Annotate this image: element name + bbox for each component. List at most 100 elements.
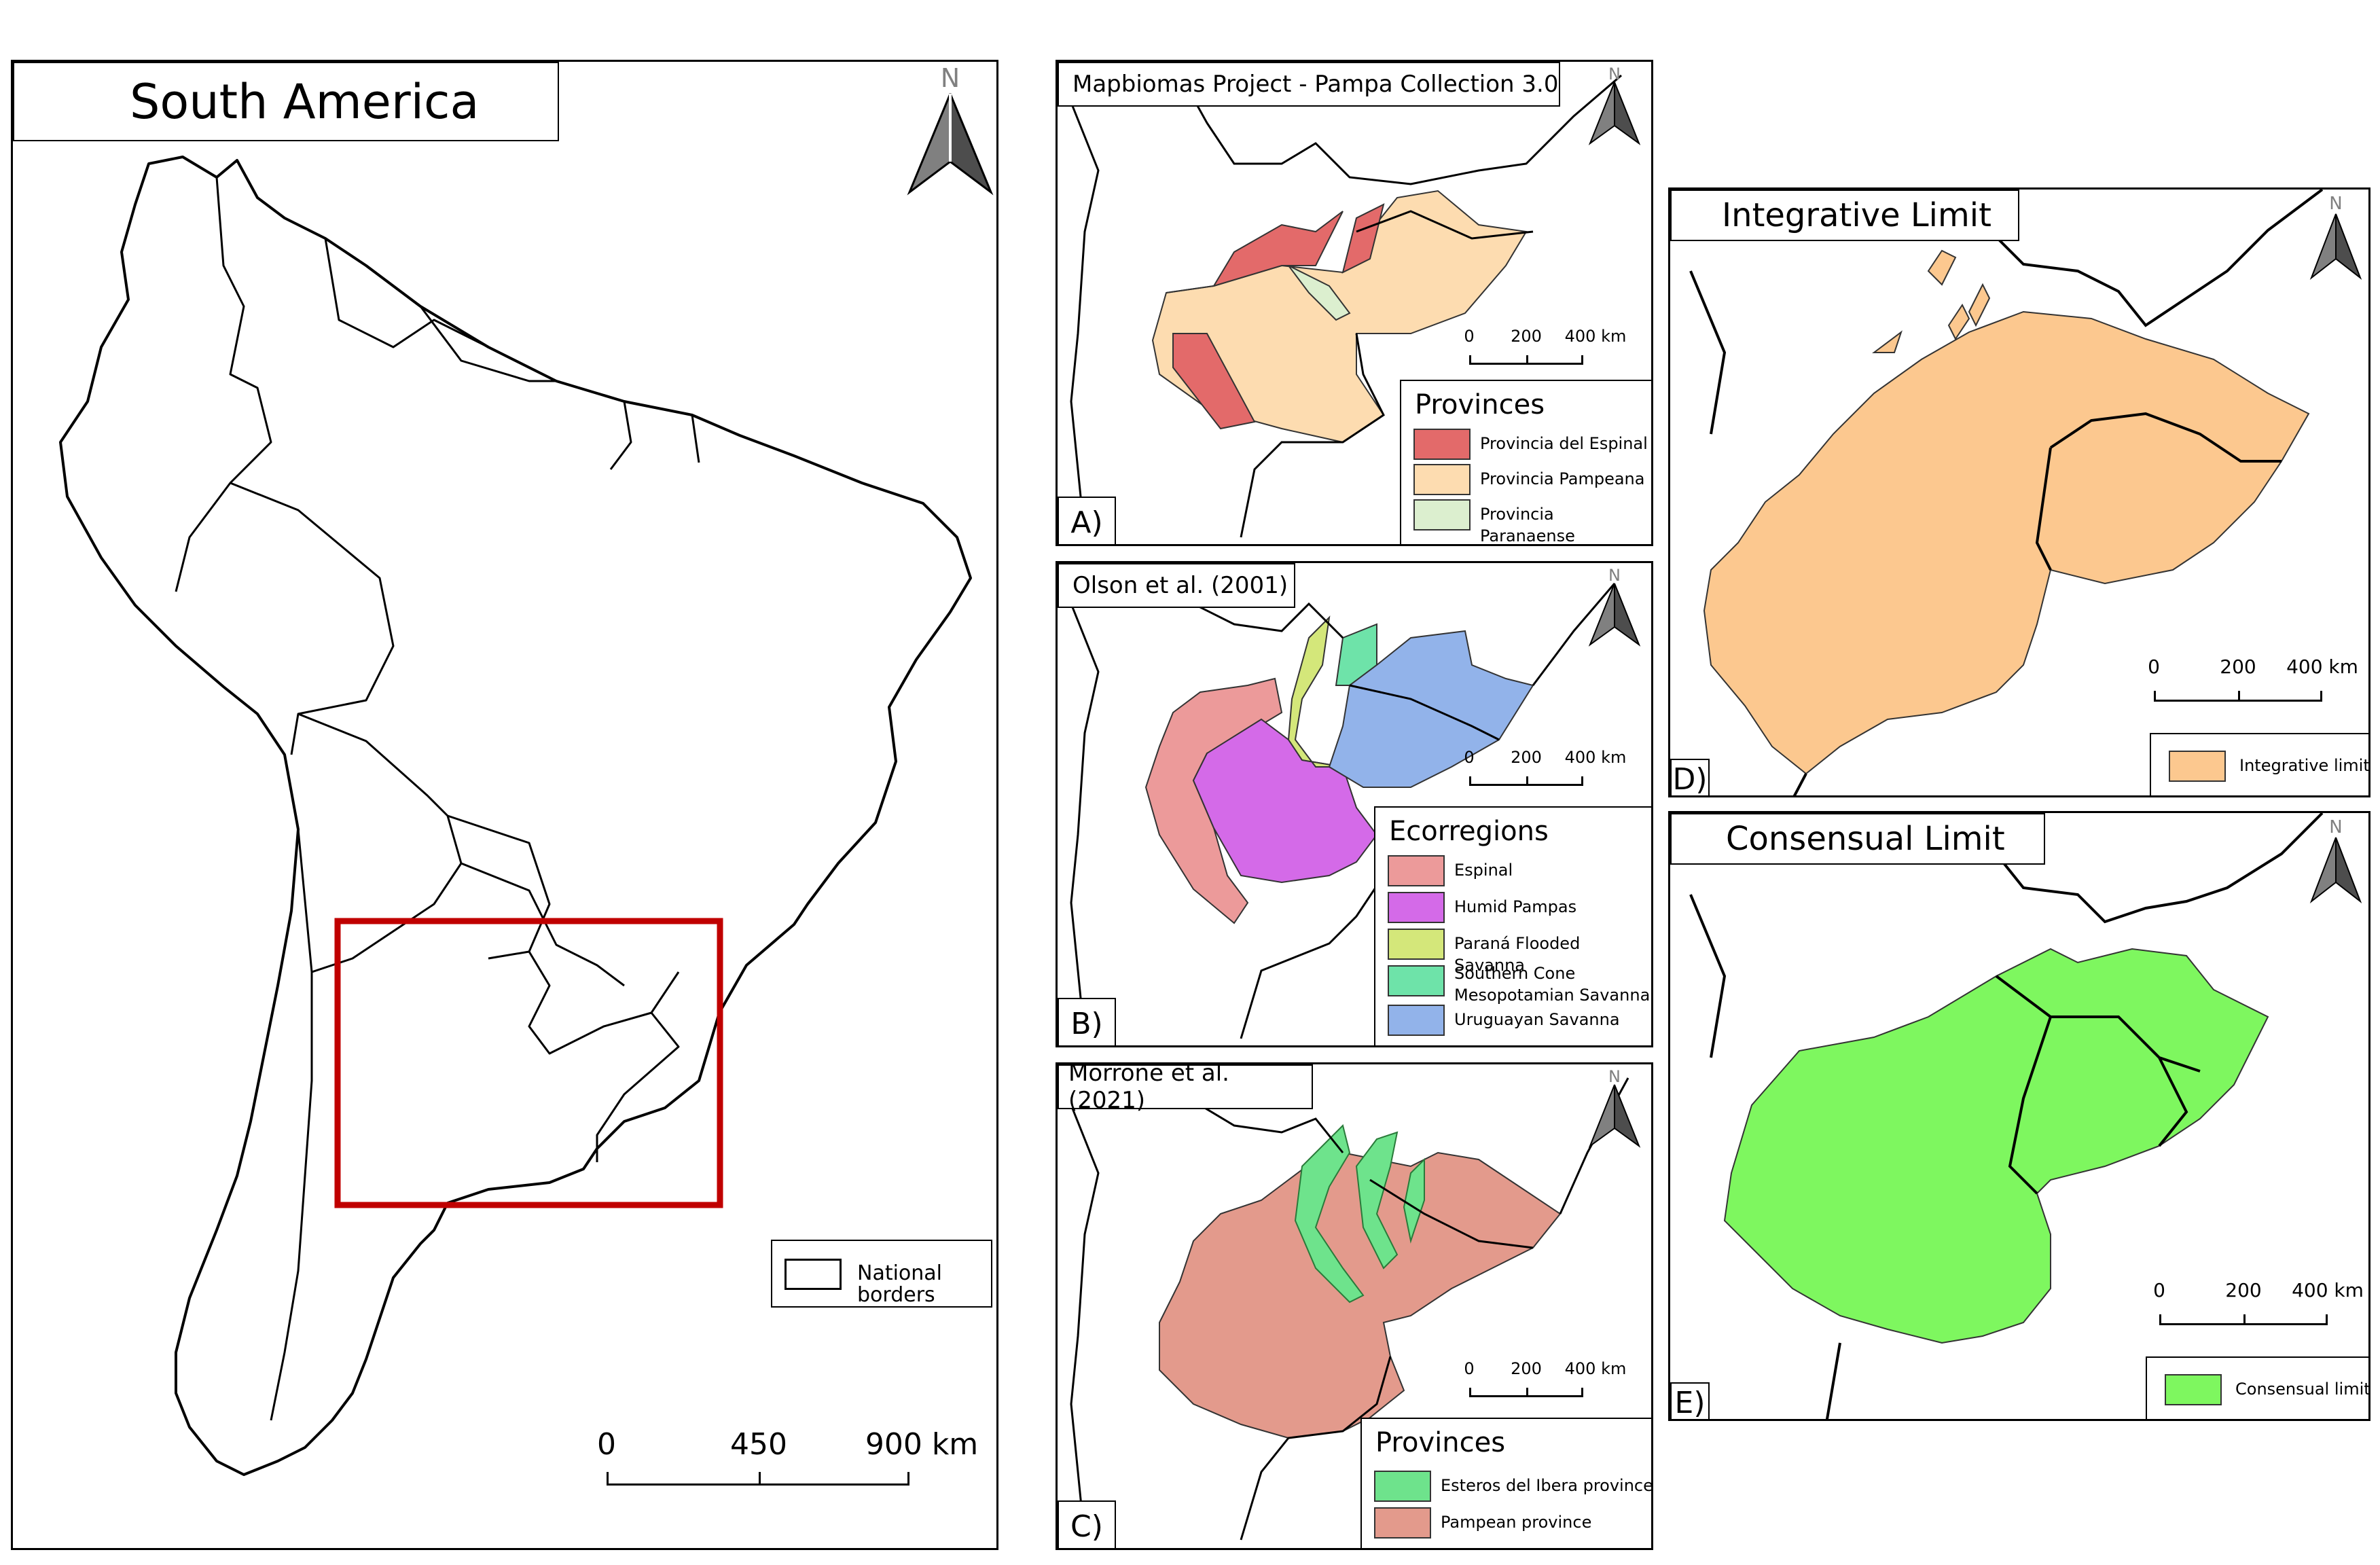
legend-label-esteros-del-ibera: Esteros del Ibera province — [1441, 1476, 1653, 1495]
panel-e-scale-tick-0: 0 — [2153, 1279, 2165, 1301]
national-borders — [175, 177, 700, 1421]
panel-b-legend: Ecorregions Espinal Humid Pampas Paraná … — [1374, 806, 1651, 1045]
legend-swatch-espinal — [1413, 429, 1471, 460]
panel-c-north-arrow: N — [1587, 1067, 1642, 1149]
panel-b-scale-tick-2: 400 km — [1564, 748, 1627, 767]
panel-c-legend-title: Provinces — [1375, 1427, 1506, 1458]
panel-d-scale-bar: 0 200 400 km — [2146, 655, 2358, 710]
panel-b-north-label: N — [1608, 566, 1621, 585]
legend-swatch-paranaense — [1413, 499, 1471, 530]
panel-c-scale-tick-2: 400 km — [1564, 1359, 1627, 1378]
panel-e-map — [1689, 813, 2324, 1419]
panel-e-scale-bar: 0 200 400 km — [2151, 1279, 2364, 1333]
panel-b-scale-tick-1: 200 — [1511, 748, 1542, 767]
legend-label-uruguayan: Uruguayan Savanna — [1454, 1010, 1620, 1029]
consensual-limit-region — [1723, 948, 2269, 1344]
panel-d-title-box: Integrative Limit — [1670, 190, 2019, 241]
panel-a-scale-tick-1: 200 — [1511, 327, 1542, 346]
scale-tick-1: 450 — [730, 1427, 787, 1462]
panel-a-north-label: N — [1608, 65, 1621, 84]
main-legend: National borders — [771, 1240, 992, 1308]
legend-label-parana-flooded: Paraná Flooded Savanna — [1454, 934, 1581, 975]
south-america-map-panel: South America N National borders 0 450 9… — [11, 60, 998, 1550]
scale-tick-0: 0 — [597, 1427, 616, 1462]
legend-label-paranaense: Provincia Paranaense — [1480, 505, 1575, 545]
paranaense-region — [1288, 265, 1351, 321]
panel-a: Mapbiomas Project - Pampa Collection 3.0… — [1056, 60, 1653, 546]
panel-b-map — [1070, 563, 1616, 1039]
legend-swatch-espinal — [1388, 855, 1445, 886]
panel-e-borders — [1689, 813, 2324, 1419]
panel-d-title: Integrative Limit — [1722, 196, 1991, 234]
scale-tick-2: 900 km — [865, 1427, 979, 1462]
national-borders-swatch — [785, 1259, 842, 1290]
north-arrow-icon — [1588, 82, 1641, 145]
panel-a-scale-bar: 0 200 400 km — [1464, 327, 1626, 374]
panel-d-scale-tick-0: 0 — [2148, 655, 2160, 678]
panel-b: Olson et al. (2001) B) N 0 200 400 km Ec… — [1056, 561, 1653, 1047]
legend-label-pampeana: Provincia Pampeana — [1480, 469, 1645, 488]
panel-b-letter: B) — [1070, 1006, 1103, 1041]
panel-b-scale-tick-0: 0 — [1464, 748, 1475, 767]
panel-c-scale-mid — [1526, 1388, 1528, 1397]
panel-a-scale-mid — [1526, 355, 1528, 365]
panel-e-letter: E) — [1674, 1385, 1706, 1420]
legend-swatch-southern-cone — [1388, 965, 1445, 996]
south-america-map — [59, 156, 972, 1476]
panel-d: Integrative Limit D) N 0 200 400 km Inte… — [1668, 187, 2370, 797]
legend-label-humid-pampas: Humid Pampas — [1454, 897, 1577, 916]
panel-d-letter-box: D) — [1670, 759, 1710, 795]
panel-a-legend-title: Provinces — [1415, 389, 1545, 420]
panel-c: Morrone et al. (2021) C) N 0 200 400 km … — [1056, 1062, 1653, 1550]
legend-swatch-uruguayan — [1388, 1005, 1445, 1036]
panel-a-letter: A) — [1070, 505, 1103, 540]
north-arrow-icon — [2309, 837, 2362, 903]
legend-swatch-integrative-limit — [2169, 751, 2226, 782]
panel-c-borders — [1070, 1064, 1629, 1541]
legend-label-espinal: Espinal — [1454, 861, 1513, 880]
main-map-title: South America — [130, 73, 480, 130]
legend-label-pampean: Pampean province — [1441, 1513, 1592, 1532]
integrative-limit-islands — [1872, 249, 1991, 353]
north-arrow-icon — [1588, 1084, 1641, 1148]
espinal-region — [1166, 203, 1385, 430]
panel-c-letter-box: C) — [1058, 1500, 1116, 1548]
legend-swatch-consensual-limit — [2165, 1374, 2222, 1405]
panel-a-borders — [1070, 62, 1622, 538]
panel-d-legend: Integrative limit — [2150, 733, 2368, 795]
panel-d-map — [1689, 190, 2324, 795]
panel-b-scale-bar: 0 200 400 km — [1464, 748, 1626, 795]
legend-label-southern-cone: Southern Cone Mesopotamian Savanna — [1454, 964, 1651, 1005]
panel-c-north-label: N — [1608, 1067, 1621, 1086]
panel-b-letter-box: B) — [1058, 998, 1116, 1045]
scale-mid-tick — [759, 1472, 761, 1486]
panel-c-scale-bar: 0 200 400 km — [1464, 1359, 1626, 1407]
north-arrow-icon — [907, 93, 994, 196]
panel-e-north-label: N — [2329, 817, 2343, 838]
panel-e-scale-tick-1: 200 — [2225, 1279, 2262, 1301]
panel-e-scale-mid — [2243, 1314, 2246, 1325]
legend-swatch-pampeana — [1413, 464, 1471, 495]
legend-label-espinal: Provincia del Espinal — [1480, 434, 1648, 453]
panel-e-title-box: Consensual Limit — [1670, 813, 2045, 865]
panel-c-letter: C) — [1070, 1509, 1103, 1544]
panel-d-north-label: N — [2329, 194, 2343, 214]
north-arrow-icon — [2309, 213, 2362, 280]
panel-c-map — [1070, 1064, 1629, 1541]
main-north-arrow: N — [907, 63, 996, 199]
panel-b-legend-title: Ecorregions — [1389, 816, 1549, 847]
panel-a-title: Mapbiomas Project - Pampa Collection 3.0 — [1072, 71, 1559, 98]
panel-b-north-arrow: N — [1587, 566, 1642, 647]
panel-b-title: Olson et al. (2001) — [1072, 572, 1288, 599]
legend-swatch-esteros-del-ibera — [1374, 1471, 1431, 1502]
study-area-highlight-box — [334, 918, 723, 1208]
panel-a-legend: Provinces Provincia del Espinal Provinci… — [1400, 380, 1651, 545]
panel-d-scale-mid — [2238, 691, 2240, 702]
panel-c-scale-tick-0: 0 — [1464, 1359, 1475, 1378]
panel-a-map — [1070, 62, 1622, 538]
panel-d-scale-tick-2: 400 km — [2286, 655, 2358, 678]
panel-a-scale-tick-2: 400 km — [1564, 327, 1627, 346]
north-arrow-icon — [1588, 583, 1641, 647]
panel-c-scale-tick-1: 200 — [1511, 1359, 1542, 1378]
panel-b-title-box: Olson et al. (2001) — [1058, 563, 1295, 608]
